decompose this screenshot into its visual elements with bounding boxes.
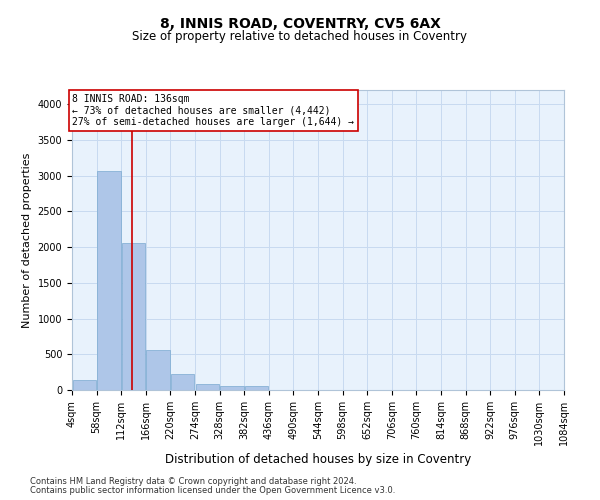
Text: 8, INNIS ROAD, COVENTRY, CV5 6AX: 8, INNIS ROAD, COVENTRY, CV5 6AX [160, 18, 440, 32]
Y-axis label: Number of detached properties: Number of detached properties [22, 152, 32, 328]
Bar [146, 350, 170, 390]
Bar [122, 243, 145, 390]
X-axis label: Distribution of detached houses by size in Coventry: Distribution of detached houses by size … [165, 454, 471, 466]
Bar [97, 172, 121, 390]
Bar [196, 384, 219, 390]
Bar [245, 386, 268, 390]
Bar [171, 374, 194, 390]
Bar [220, 386, 244, 390]
Text: Contains public sector information licensed under the Open Government Licence v3: Contains public sector information licen… [30, 486, 395, 495]
Text: Size of property relative to detached houses in Coventry: Size of property relative to detached ho… [133, 30, 467, 43]
Text: 8 INNIS ROAD: 136sqm
← 73% of detached houses are smaller (4,442)
27% of semi-de: 8 INNIS ROAD: 136sqm ← 73% of detached h… [73, 94, 355, 127]
Text: Contains HM Land Registry data © Crown copyright and database right 2024.: Contains HM Land Registry data © Crown c… [30, 477, 356, 486]
Bar [73, 380, 96, 390]
